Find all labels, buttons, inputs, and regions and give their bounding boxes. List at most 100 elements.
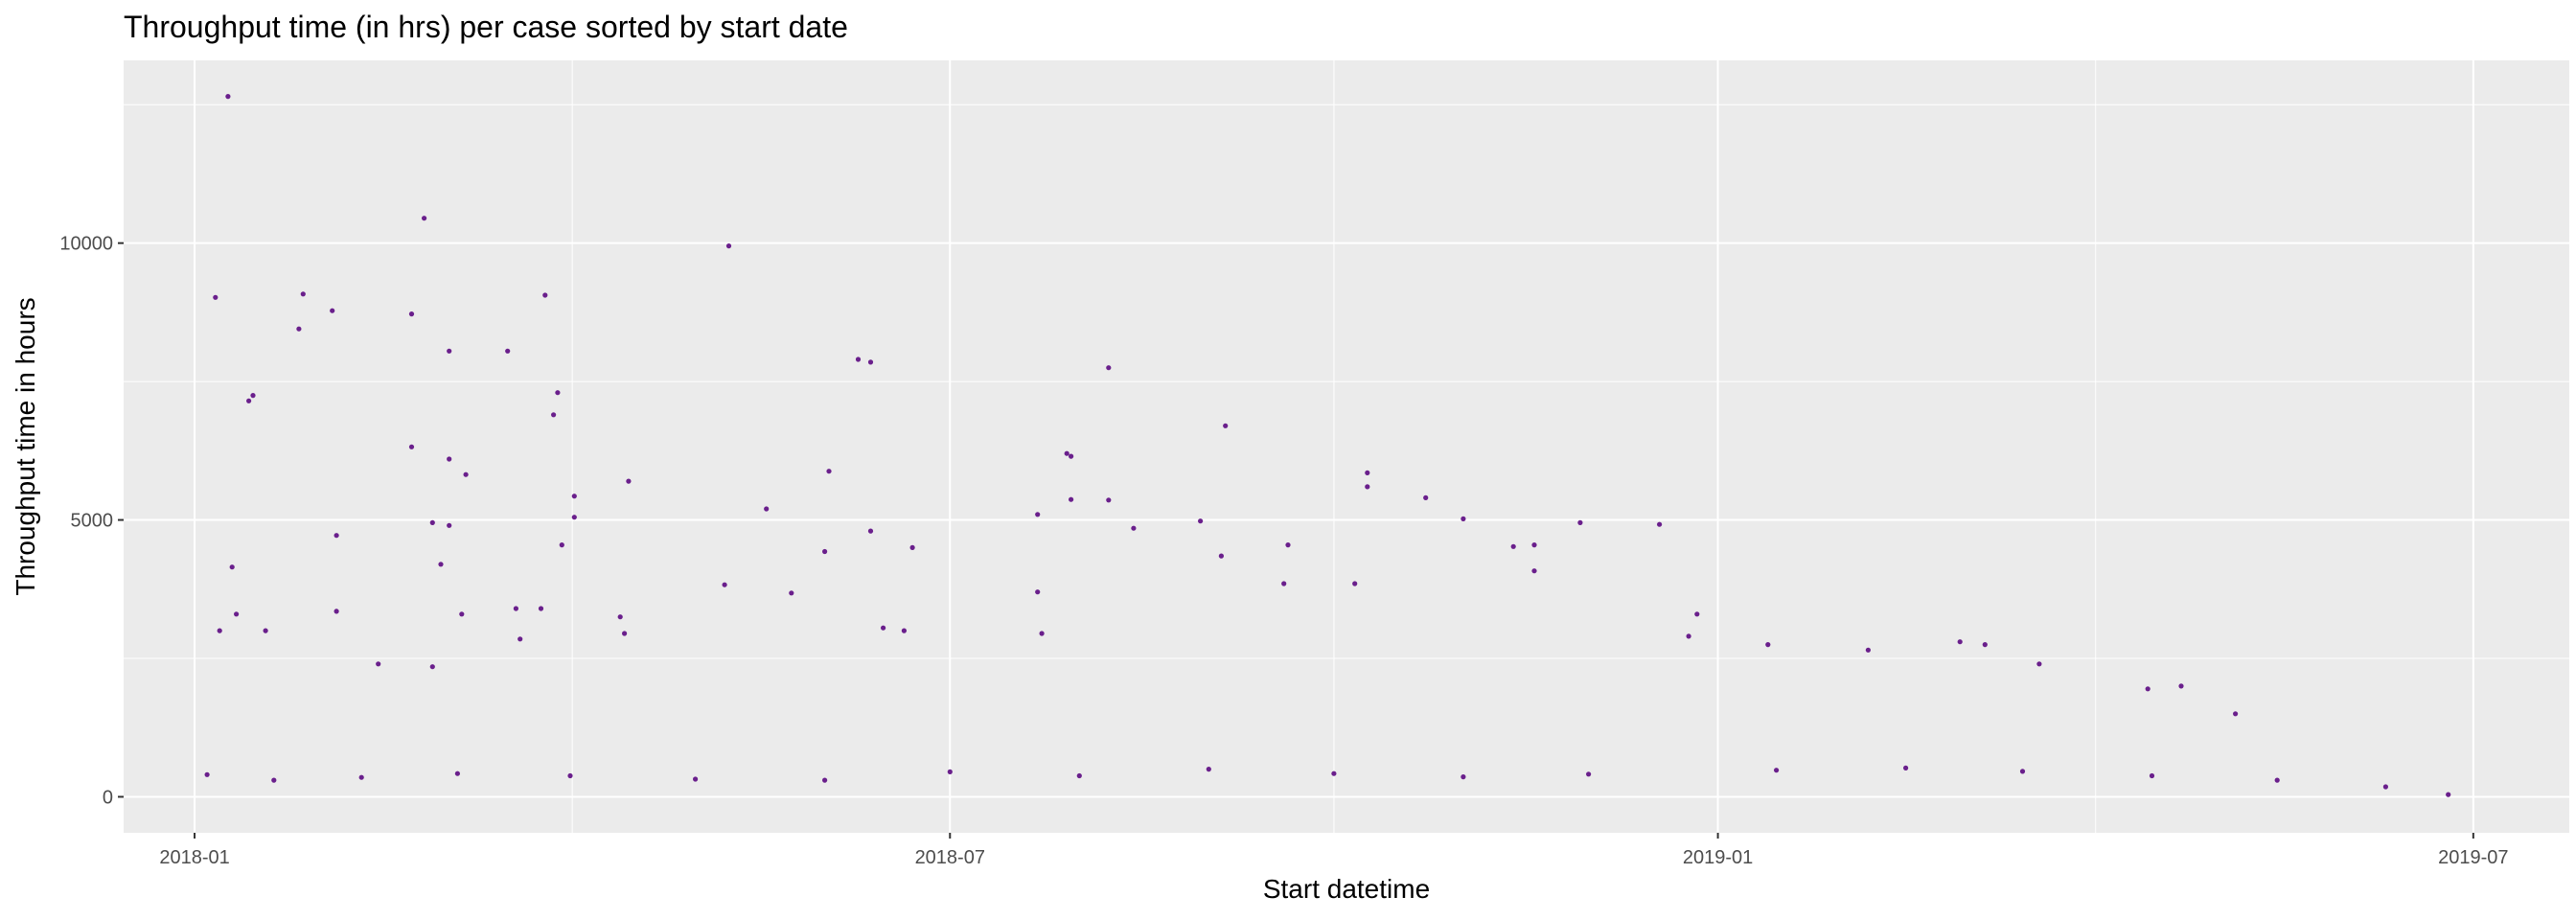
- data-point: [246, 398, 252, 403]
- data-point: [459, 611, 465, 617]
- data-point: [447, 456, 452, 462]
- y-tick-label: 5000: [71, 511, 114, 532]
- data-point: [1106, 365, 1112, 371]
- data-point: [263, 628, 268, 633]
- data-point: [463, 472, 469, 477]
- data-point: [2019, 769, 2026, 774]
- x-axis: 2018-01 2018-07 2019-01 2019-07: [159, 833, 2509, 868]
- data-point: [559, 542, 564, 548]
- data-point: [1510, 543, 1516, 549]
- data-point: [1694, 611, 1700, 617]
- data-point: [867, 528, 874, 534]
- x-tick-label: 2019-07: [2438, 847, 2508, 868]
- data-point: [826, 469, 832, 474]
- data-point: [1365, 484, 1370, 490]
- data-point: [1331, 770, 1337, 776]
- data-point: [1352, 581, 1358, 586]
- data-point: [867, 359, 874, 365]
- data-point: [229, 564, 235, 570]
- data-point: [2446, 792, 2451, 797]
- data-point: [1531, 568, 1537, 574]
- data-point: [2149, 772, 2155, 779]
- data-point: [518, 636, 523, 642]
- data-point: [725, 243, 732, 249]
- data-point: [722, 582, 727, 587]
- data-point: [1035, 512, 1041, 518]
- data-point: [1069, 453, 1074, 459]
- data-point: [2145, 686, 2150, 692]
- data-point: [1774, 768, 1780, 773]
- data-point: [1281, 581, 1287, 586]
- x-tick-label: 2018-07: [915, 847, 985, 868]
- data-point: [2036, 661, 2042, 667]
- data-point: [454, 770, 460, 776]
- data-point: [513, 606, 519, 611]
- data-point: [2233, 711, 2239, 717]
- data-point: [300, 291, 306, 297]
- x-axis-title: Start datetime: [1263, 874, 1430, 904]
- data-point: [429, 519, 435, 526]
- data-point: [1903, 765, 1909, 771]
- data-point: [1223, 423, 1229, 428]
- data-point: [2274, 777, 2280, 783]
- data-point: [296, 326, 302, 332]
- data-point: [271, 777, 277, 783]
- data-point: [909, 544, 915, 551]
- data-point: [1206, 767, 1211, 772]
- grid-major: [124, 60, 2569, 833]
- data-point: [330, 308, 335, 313]
- x-tick-label: 2018-01: [159, 847, 229, 868]
- data-point: [234, 611, 240, 617]
- data-point: [505, 348, 511, 354]
- data-point: [571, 515, 577, 520]
- data-point: [881, 625, 886, 631]
- data-point: [617, 614, 623, 620]
- data-point: [1131, 525, 1137, 531]
- data-point: [2178, 683, 2184, 689]
- data-point: [1686, 633, 1691, 639]
- data-point: [408, 444, 415, 449]
- data-point: [334, 609, 339, 614]
- data-point: [1982, 642, 1988, 648]
- y-tick-label: 10000: [59, 234, 113, 255]
- data-point: [1035, 589, 1041, 595]
- data-point: [822, 548, 828, 555]
- data-point: [855, 356, 862, 362]
- plot-panel: [124, 60, 2569, 833]
- data-point: [376, 661, 381, 667]
- x-tick-label: 2019-01: [1683, 847, 1753, 868]
- data-point: [1423, 494, 1429, 501]
- data-point: [789, 590, 794, 596]
- data-point: [1198, 518, 1204, 524]
- data-point: [542, 292, 548, 298]
- y-tick-label: 0: [103, 787, 113, 808]
- data-point: [1586, 771, 1592, 777]
- data-point: [551, 412, 557, 418]
- grid-minor: [124, 60, 2569, 833]
- data-point: [1039, 631, 1045, 636]
- data-point: [764, 506, 770, 512]
- data-point: [1460, 516, 1466, 522]
- data-point: [1657, 521, 1663, 527]
- chart-title: Throughput time (in hrs) per case sorted…: [124, 10, 848, 44]
- data-points: [204, 94, 2451, 797]
- data-point: [334, 533, 339, 539]
- data-point: [358, 774, 364, 780]
- y-axis-title: Throughput time in hours: [11, 297, 40, 595]
- data-point: [1865, 647, 1871, 653]
- data-point: [1285, 542, 1291, 548]
- data-point: [1531, 542, 1537, 548]
- data-point: [213, 294, 218, 300]
- data-point: [408, 311, 415, 317]
- data-point: [1765, 642, 1771, 648]
- data-point: [204, 771, 210, 777]
- data-point: [225, 94, 231, 100]
- data-point: [1365, 470, 1370, 475]
- data-point: [1076, 772, 1082, 779]
- data-point: [438, 562, 444, 567]
- data-point: [422, 216, 427, 221]
- data-point: [447, 522, 452, 528]
- data-point: [1577, 519, 1583, 526]
- data-point: [429, 664, 435, 670]
